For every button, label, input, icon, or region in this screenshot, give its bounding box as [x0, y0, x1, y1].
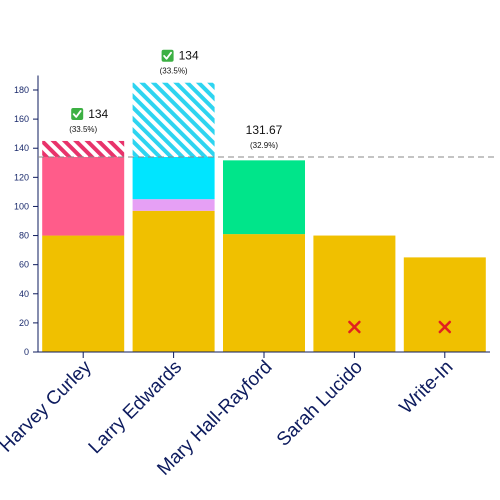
x-tick-label-harvey-curley: Harvey Curley — [0, 356, 96, 456]
bars — [42, 82, 486, 352]
y-axis: 0 20 40 60 80 100 120 140 160 180 — [14, 75, 39, 357]
bar-stack-harvey-curley — [42, 140, 125, 352]
y-tick-label: 80 — [19, 231, 29, 241]
bar-segment — [42, 140, 125, 157]
bar-stack-write-in — [403, 257, 486, 352]
y-tick-label: 60 — [19, 260, 29, 270]
bar-segment — [132, 156, 215, 200]
winner-vote-label: 134 — [179, 49, 199, 63]
bar-segment — [42, 156, 125, 236]
bar-stack-mary-hall-rayford — [223, 160, 305, 352]
y-tick-label: 100 — [14, 201, 29, 211]
cross-mark-icon — [438, 320, 452, 334]
bar-segment — [132, 82, 215, 157]
bar-segment — [132, 199, 215, 211]
x-tick-label-write-in: Write-In — [396, 357, 458, 419]
vote-percent-label: (32.9%) — [250, 141, 278, 150]
y-tick-label: 0 — [24, 347, 29, 357]
y-tick-label: 20 — [19, 318, 29, 328]
y-tick-label: 180 — [14, 85, 29, 95]
check-mark-icon — [161, 49, 174, 62]
bar-segment — [313, 235, 396, 352]
bar-segment — [403, 257, 486, 352]
y-tick-label: 40 — [19, 289, 29, 299]
x-tick-label-sarah-lucido: Sarah Lucido — [273, 357, 367, 451]
vote-total-label: 131.67 — [246, 123, 283, 137]
bar-segment — [223, 160, 305, 235]
x-tick-label-larry-edwards: Larry Edwards — [85, 357, 186, 458]
y-tick-label: 120 — [14, 172, 29, 182]
bar-segment — [132, 210, 215, 352]
bar-segment — [223, 234, 305, 352]
vote-percent-label: (33.5%) — [160, 67, 188, 76]
bar-stack-sarah-lucido — [313, 235, 396, 352]
cross-mark-icon — [348, 320, 361, 334]
check-mark-icon — [71, 107, 84, 120]
winner-vote-label: 134 — [88, 107, 108, 121]
y-tick-label: 160 — [14, 114, 29, 124]
bar-segment — [42, 235, 125, 352]
annotations: 134 (33.5%) 134 (33.5%) 131.67 (32.9%) — [69, 49, 452, 334]
y-tick-label: 140 — [14, 143, 29, 153]
bar-stack-larry-edwards — [132, 82, 215, 352]
vote-percent-label: (33.5%) — [69, 125, 97, 134]
